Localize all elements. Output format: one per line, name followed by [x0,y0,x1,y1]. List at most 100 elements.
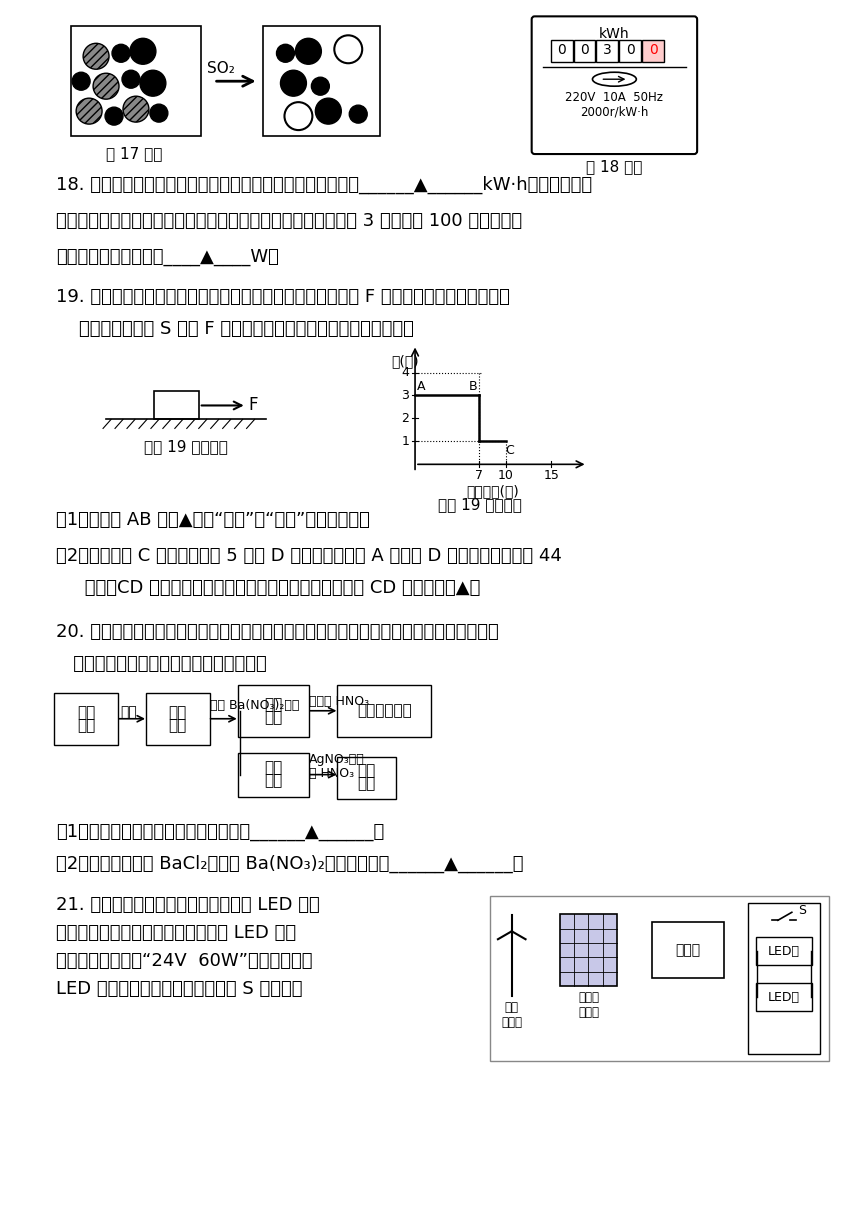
Text: A: A [417,381,426,394]
Circle shape [130,39,156,64]
Text: 2: 2 [402,412,409,424]
Text: 加水: 加水 [120,705,137,719]
Text: B: B [469,381,477,394]
Text: 溶液: 溶液 [264,773,283,789]
Circle shape [311,77,329,95]
FancyBboxPatch shape [54,693,118,744]
Text: 15: 15 [544,469,559,483]
Text: LED灯: LED灯 [768,991,800,1003]
Text: 无色: 无色 [169,705,187,720]
Circle shape [280,71,306,96]
Text: 沉淠全部溶解: 沉淠全部溶解 [357,703,412,719]
FancyBboxPatch shape [490,896,829,1062]
Text: 0: 0 [557,44,566,57]
Text: C: C [505,444,513,457]
Text: （2）若物体过 C 点后继续运动 5 米到 D 点，测得物体从 A 点到达 D 点时动能增加量为 44: （2）若物体过 C 点后继续运动 5 米到 D 点，测得物体从 A 点到达 D … [56,547,562,565]
FancyBboxPatch shape [146,693,210,744]
Text: （1）物体在 AB 段作▲（填“匀速”或“变速”）直线运动。: （1）物体在 AB 段作▲（填“匀速”或“变速”）直线运动。 [56,511,370,529]
Text: 无色: 无色 [264,761,283,776]
Circle shape [112,44,130,62]
Text: 力(牛): 力(牛) [391,355,419,368]
Text: LED灯: LED灯 [768,945,800,958]
Text: S: S [798,903,806,917]
FancyBboxPatch shape [756,938,812,966]
FancyBboxPatch shape [652,922,724,978]
FancyBboxPatch shape [237,685,310,737]
Text: （第 19 题图甲）: （第 19 题图甲） [144,439,228,455]
Text: 0: 0 [649,44,658,57]
Text: （1）根据实验现象，白色粉末中一定有______▲______。: （1）根据实验现象，白色粉末中一定有______▲______。 [56,822,384,840]
Circle shape [72,72,90,90]
Circle shape [316,98,341,124]
Text: 移动距离(米): 移动距离(米) [466,484,519,499]
Circle shape [77,98,102,124]
Text: 白色: 白色 [77,705,95,720]
Text: 粉末: 粉末 [77,717,95,733]
Text: 7: 7 [475,469,482,483]
FancyBboxPatch shape [531,16,697,154]
Text: 焦耳，CD 段受到的拉力大小不变，请你在图中补充完整 CD 段受力图像▲。: 焦耳，CD 段受到的拉力大小不变，请你在图中补充完整 CD 段受力图像▲。 [56,579,481,597]
Text: 太阳能
电池板: 太阳能 电池板 [578,991,599,1019]
FancyBboxPatch shape [748,903,820,1054]
FancyBboxPatch shape [574,40,595,62]
Text: 3: 3 [603,44,611,57]
Text: 白色: 白色 [358,764,376,778]
Text: 18. 小鹏同学家的电能表如图所示，则小鹏家已消耗的电能为______▲______kW·h；他发现家里: 18. 小鹏同学家的电能表如图所示，则小鹏家已消耗的电能为______▲____… [56,176,593,195]
Text: 220V  10A  50Hz: 220V 10A 50Hz [565,91,663,105]
Text: 2000r/kW·h: 2000r/kW·h [580,105,648,118]
FancyBboxPatch shape [642,40,664,62]
Text: 检验其中的成分，按以下流程进行实验：: 检验其中的成分，按以下流程进行实验： [56,655,267,672]
Text: 溶液: 溶液 [169,717,187,733]
Text: 4: 4 [402,366,409,379]
Text: 程中，各段路程 S 与力 F 大小的对应情况如图乙所示。据图回答：: 程中，各段路程 S 与力 F 大小的对应情况如图乙所示。据图回答： [56,320,414,338]
FancyBboxPatch shape [337,685,431,737]
Circle shape [122,71,140,89]
Text: 稀 HNO₃: 稀 HNO₃ [310,766,354,779]
Text: 外形图和电路原理图，该电路中两只 LED 灯是: 外形图和电路原理图，该电路中两只 LED 灯是 [56,924,297,942]
Text: 10: 10 [498,469,514,483]
Text: 第 17 题图: 第 17 题图 [106,146,163,161]
Text: 沉淠: 沉淠 [358,777,376,792]
Text: SO₂: SO₂ [206,61,235,77]
Text: 21. 如图，是某道路上使用的风光互补 LED 路灯: 21. 如图，是某道路上使用的风光互补 LED 路灯 [56,896,320,914]
FancyBboxPatch shape [154,392,199,420]
Text: 0: 0 [626,44,635,57]
Text: 第 18 题图: 第 18 题图 [587,159,642,174]
Ellipse shape [593,72,636,86]
Circle shape [285,102,312,130]
Circle shape [349,105,367,123]
Text: 蓄电池: 蓄电池 [676,944,701,957]
Circle shape [335,35,362,63]
Circle shape [277,44,294,62]
Circle shape [105,107,123,125]
Text: 风力
发电机: 风力 发电机 [501,1001,522,1029]
Circle shape [123,96,149,122]
Text: 1: 1 [402,435,409,447]
Circle shape [140,71,166,96]
FancyBboxPatch shape [71,27,200,136]
Text: LED 灯正常发光时，通过光控开关 S 的电流为: LED 灯正常发光时，通过光控开关 S 的电流为 [56,980,303,998]
FancyBboxPatch shape [619,40,642,62]
FancyBboxPatch shape [337,756,396,799]
Text: F: F [249,396,258,415]
Text: AgNO₃溶液: AgNO₃溶液 [310,753,365,766]
FancyBboxPatch shape [262,27,380,136]
Text: 并联的，灯上标有“24V  60W”字样，则两个: 并联的，灯上标有“24V 60W”字样，则两个 [56,952,313,970]
Text: 白色: 白色 [264,697,283,711]
FancyBboxPatch shape [237,753,310,796]
Text: 足量 Ba(NO₃)₂溶液: 足量 Ba(NO₃)₂溶液 [210,699,299,711]
Text: 20. 有一包白色粉末，可能是由硫酸铜、氯化钙、碳酸钙、硫酸钙中的一种或几种组成，为: 20. 有一包白色粉末，可能是由硫酸铜、氯化钙、碳酸钙、硫酸钙中的一种或几种组成… [56,623,499,641]
Text: （第 19 题图乙）: （第 19 题图乙） [438,497,522,512]
FancyBboxPatch shape [597,40,618,62]
Circle shape [93,73,119,100]
Text: 3: 3 [402,389,409,402]
FancyBboxPatch shape [550,40,573,62]
Circle shape [150,105,168,122]
Text: kWh: kWh [599,27,630,41]
Text: 工作时的实际电功率为____▲____W。: 工作时的实际电功率为____▲____W。 [56,248,280,266]
Text: 0: 0 [580,44,589,57]
Text: 19. 如图甲，静置于光滑的水平面上的物体，在水平向右的力 F 的作用下发生运动。运动过: 19. 如图甲，静置于光滑的水平面上的物体，在水平向右的力 F 的作用下发生运动… [56,288,510,305]
Circle shape [83,44,109,69]
FancyBboxPatch shape [756,984,812,1010]
Text: （2）实验中不能用 BaCl₂被代替 Ba(NO₃)₂溶液的理由是______▲______。: （2）实验中不能用 BaCl₂被代替 Ba(NO₃)₂溶液的理由是______▲… [56,855,524,873]
